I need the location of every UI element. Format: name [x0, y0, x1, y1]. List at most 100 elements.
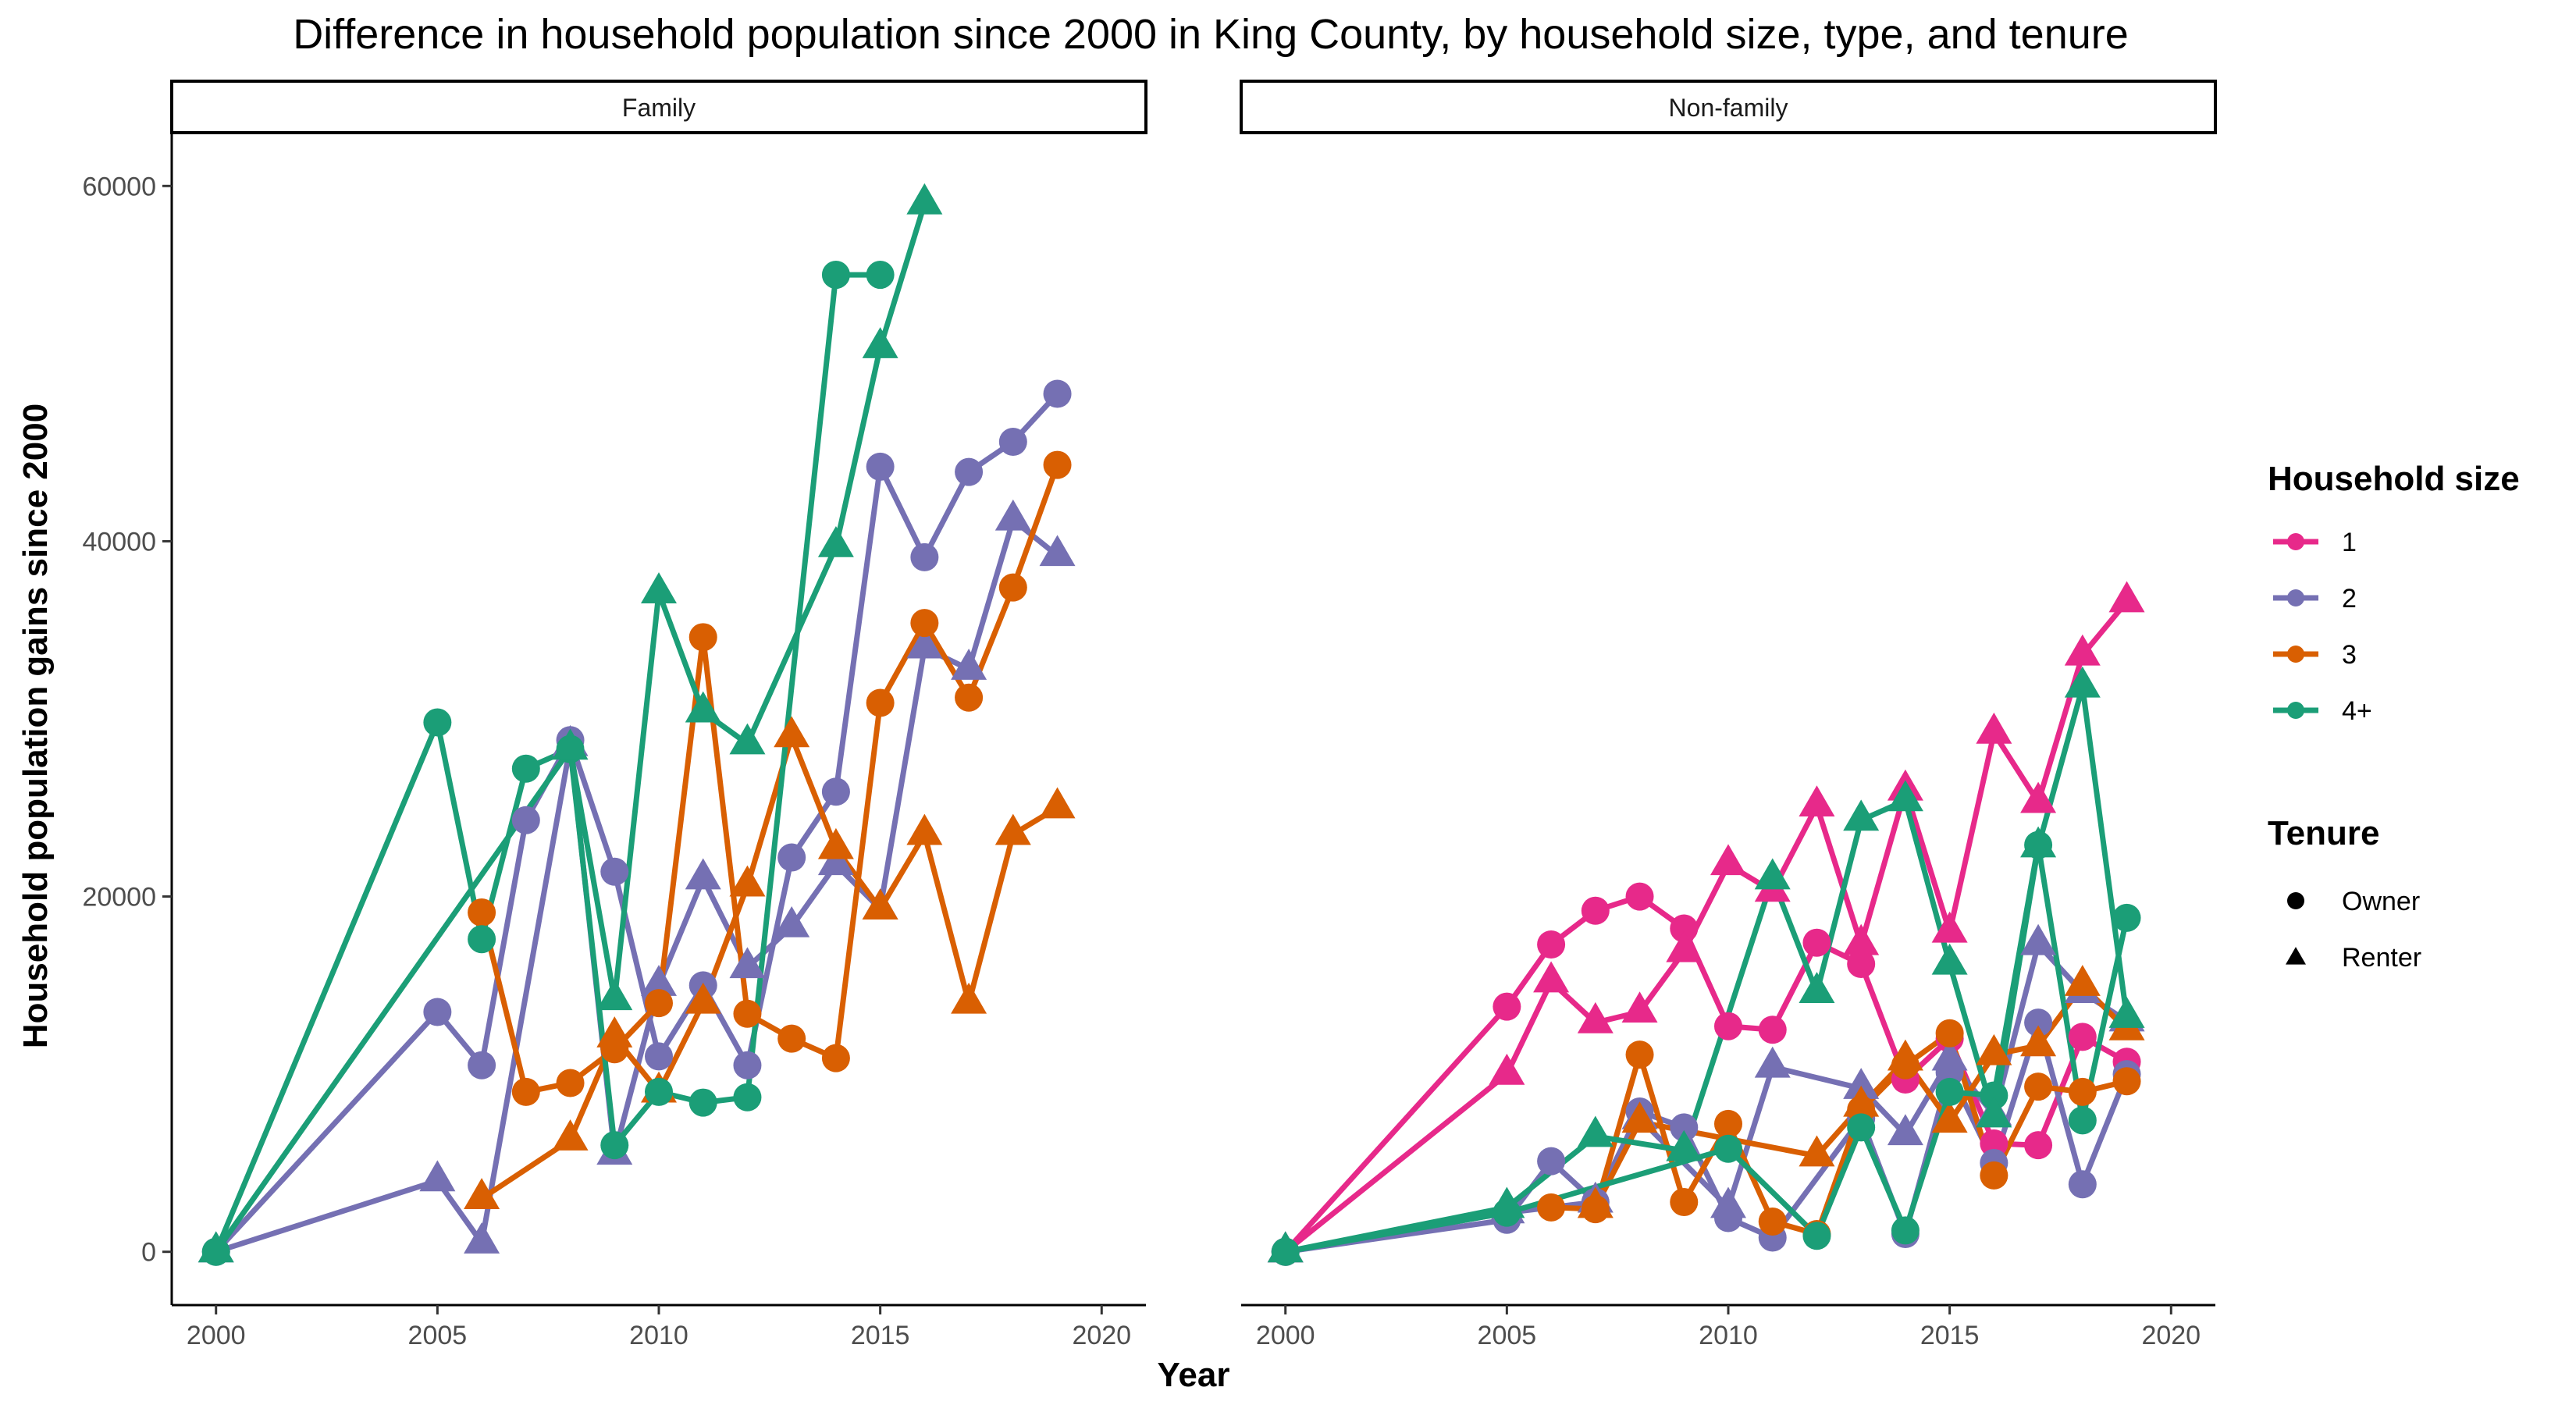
legend-title-size: Household size	[2268, 460, 2520, 498]
point-family-size-3-owner-2018	[999, 574, 1027, 602]
y-tick-label-40000: 40000	[82, 527, 156, 557]
point-family-size-4-owner-2015	[866, 261, 895, 289]
point-family-size-3-renter-2016	[906, 814, 942, 845]
y-tick-label-60000: 60000	[82, 172, 156, 201]
point-non-family-size-1-owner-2011	[1759, 1016, 1787, 1044]
point-family-size-4-renter-2009	[596, 979, 632, 1010]
y-tick-label-0: 0	[141, 1238, 156, 1268]
point-non-family-size-3-owner-2018	[2069, 1078, 2097, 1106]
legend-label-renter: Renter	[2342, 943, 2421, 973]
x-tick-label-family-2000: 2000	[187, 1321, 246, 1350]
x-tick-label-non-family-2000: 2000	[1256, 1321, 1315, 1350]
point-non-family-size-4-renter-2015	[1932, 944, 1968, 975]
panel-family: Family 2000 2005 2010 2015 2020 0 20000 40000 60…	[82, 81, 1146, 1350]
legend-shape-renter	[2286, 947, 2306, 965]
strip-label-family: Family	[622, 94, 696, 122]
point-family-size-2-owner-2017	[955, 458, 983, 486]
point-family-size-4-owner-2005	[423, 709, 451, 737]
chart-title: Difference in household population since…	[293, 11, 2129, 58]
point-non-family-size-4-owner-2014	[1891, 1216, 1920, 1244]
point-family-size-4-owner-2011	[689, 1089, 717, 1117]
point-family-size-4-owner-2012	[733, 1083, 761, 1112]
point-non-family-size-4-owner-2018	[2069, 1106, 2097, 1134]
point-non-family-size-1-owner-2006	[1537, 930, 1565, 959]
x-tick-label-family-2020: 2020	[1072, 1321, 1131, 1350]
point-family-size-2-owner-2010	[645, 1042, 673, 1070]
point-non-family-size-1-owner-2018	[2069, 1023, 2097, 1051]
point-family-size-3-owner-2007	[512, 1078, 540, 1106]
point-non-family-size-3-owner-2011	[1759, 1208, 1787, 1236]
point-family-size-4-renter-2011	[685, 692, 721, 723]
point-family-size-2-renter-2018	[995, 500, 1031, 531]
point-non-family-size-4-owner-2010	[1714, 1135, 1742, 1163]
point-non-family-size-1-renter-2005	[1489, 1054, 1525, 1085]
point-family-size-4-renter-2014	[818, 526, 854, 557]
point-non-family-size-1-owner-2010	[1714, 1012, 1742, 1040]
point-family-size-4-owner-2014	[822, 261, 850, 289]
point-non-family-size-1-owner-2008	[1626, 883, 1654, 911]
point-family-size-3-renter-2008	[553, 1119, 589, 1151]
point-family-size-3-owner-2017	[955, 684, 983, 712]
point-family-size-3-owner-2013	[777, 1025, 806, 1053]
point-non-family-size-4-owner-2019	[2113, 904, 2141, 932]
point-family-size-3-owner-2008	[557, 1069, 585, 1097]
point-family-size-2-owner-2018	[999, 428, 1027, 456]
legend-dot-size-2	[2287, 589, 2304, 606]
point-non-family-size-1-owner-2007	[1582, 897, 1610, 925]
point-family-size-3-renter-2012	[729, 866, 765, 897]
point-non-family-size-3-owner-2017	[2024, 1072, 2052, 1101]
point-family-size-3-owner-2011	[689, 623, 717, 651]
legend-label-size-3: 3	[2342, 640, 2357, 670]
legend-label-size-4: 4+	[2342, 696, 2372, 726]
point-non-family-size-3-owner-2009	[1670, 1188, 1698, 1216]
point-family-size-3-owner-2012	[733, 1000, 761, 1028]
point-non-family-size-1-renter-2012	[1799, 785, 1834, 816]
x-tick-label-family-2010: 2010	[629, 1321, 688, 1350]
point-family-size-2-owner-2009	[600, 858, 628, 886]
point-family-size-4-renter-2010	[641, 572, 677, 603]
point-family-size-4-renter-2012	[729, 724, 765, 755]
point-non-family-size-3-owner-2015	[1936, 1019, 1964, 1048]
legend-dot-size-1	[2287, 533, 2304, 550]
series-line-family-size-4-owner	[216, 275, 881, 1252]
point-non-family-size-1-renter-2016	[1976, 713, 2012, 744]
legend-label-size-2: 2	[2342, 584, 2357, 614]
point-non-family-size-4-renter-2018	[2065, 667, 2101, 698]
point-family-size-3-owner-2019	[1044, 451, 1072, 479]
point-family-size-2-owner-2007	[512, 806, 540, 834]
point-non-family-size-2-owner-2018	[2069, 1170, 2097, 1198]
point-family-size-2-renter-2011	[685, 859, 721, 890]
legend-shape-owner	[2287, 892, 2304, 909]
x-tick-label-non-family-2020: 2020	[2141, 1321, 2201, 1350]
legend: Household size Tenure 1 2 3 4+ Owner Renter	[2268, 460, 2520, 973]
x-tick-label-family-2005: 2005	[408, 1321, 468, 1350]
point-non-family-size-1-owner-2012	[1802, 929, 1831, 957]
point-family-size-2-owner-2012	[733, 1051, 761, 1080]
point-non-family-size-4-renter-2012	[1799, 972, 1834, 1003]
point-non-family-size-4-owner-2013	[1847, 1113, 1875, 1141]
point-family-size-2-owner-2015	[866, 453, 895, 481]
legend-label-owner: Owner	[2342, 887, 2420, 916]
point-family-size-2-owner-2014	[822, 777, 850, 806]
point-family-size-4-owner-2007	[512, 755, 540, 783]
point-family-size-3-owner-2015	[866, 689, 895, 717]
point-non-family-size-3-owner-2008	[1626, 1040, 1654, 1069]
point-family-size-3-renter-2017	[951, 983, 987, 1014]
point-family-size-2-renter-2005	[419, 1160, 455, 1191]
point-non-family-size-2-owner-2006	[1537, 1147, 1565, 1176]
point-non-family-size-3-owner-2019	[2113, 1067, 2141, 1095]
legend-dot-size-3	[2287, 646, 2304, 663]
point-non-family-size-3-owner-2016	[1980, 1161, 2008, 1190]
y-tick-label-20000: 20000	[82, 883, 156, 912]
point-family-size-2-owner-2019	[1044, 380, 1072, 408]
point-non-family-size-4-renter-2007	[1578, 1116, 1614, 1147]
point-non-family-size-1-owner-2005	[1493, 993, 1521, 1021]
x-tick-label-non-family-2010: 2010	[1699, 1321, 1758, 1350]
point-family-size-2-owner-2013	[777, 844, 806, 872]
point-family-size-2-renter-2019	[1040, 535, 1076, 566]
point-non-family-size-1-renter-2009	[1666, 931, 1702, 962]
strip-label-non-family: Non-family	[1669, 94, 1788, 122]
point-non-family-size-4-owner-2015	[1936, 1078, 1964, 1106]
x-tick-label-non-family-2015: 2015	[1920, 1321, 1980, 1350]
